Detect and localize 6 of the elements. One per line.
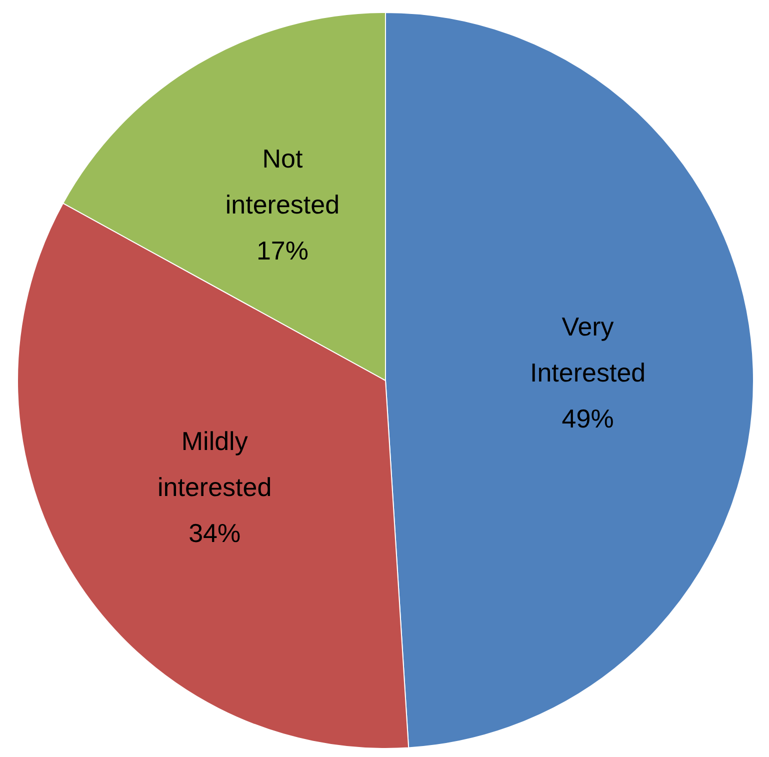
slice-label: Mildly interested	[158, 426, 272, 502]
slice-label: Not interested	[225, 143, 340, 220]
data-label: 17%	[256, 235, 308, 266]
data-label: 34%	[188, 518, 241, 548]
slice-label: Very Interested	[530, 311, 646, 388]
data-label: 49%	[562, 403, 614, 434]
